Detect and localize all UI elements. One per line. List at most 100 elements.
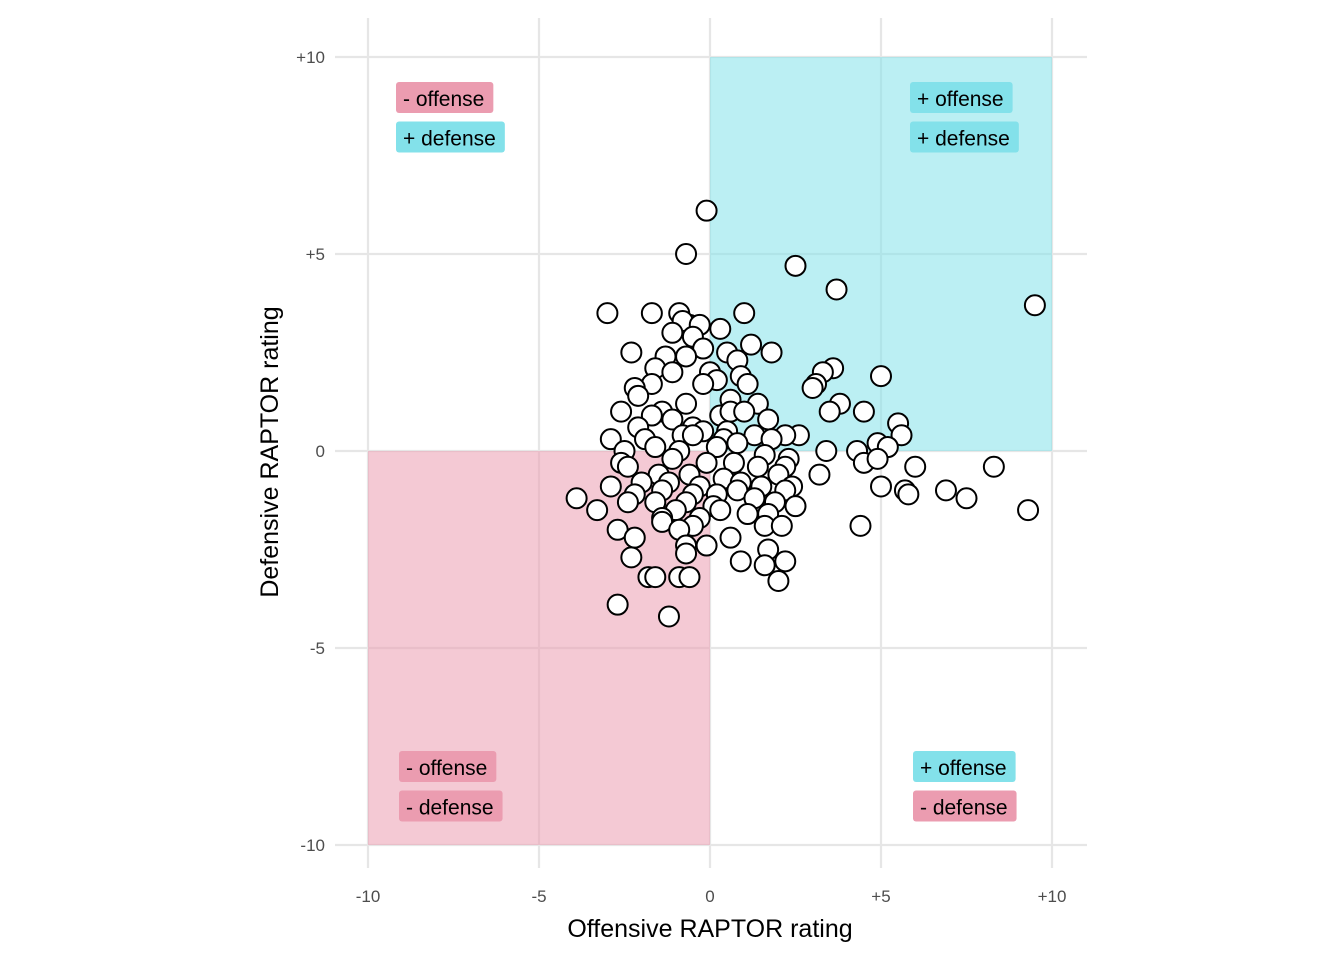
data-point (661, 447, 684, 470)
data-point (740, 333, 763, 356)
data-point (692, 373, 715, 396)
data-point (890, 424, 913, 447)
data-point (681, 424, 704, 447)
data-point (565, 487, 588, 510)
data-point (825, 278, 848, 301)
data-point (784, 254, 807, 277)
quadrant-label-box (396, 82, 494, 113)
quadrant-label-box (396, 121, 505, 153)
data-point (640, 404, 663, 427)
quadrant-label-bottom-left: - defense (399, 790, 503, 822)
data-point (733, 302, 756, 325)
data-point (733, 400, 756, 423)
quadrant-label-bottom-right: + offense (913, 751, 1016, 782)
data-point (736, 373, 759, 396)
quadrant-label-top-right: + offense (910, 82, 1013, 113)
data-point (675, 392, 698, 415)
data-point (695, 451, 718, 474)
data-point (1023, 294, 1046, 317)
positive-quadrant (710, 57, 1052, 451)
data-point (866, 447, 889, 470)
data-point (982, 455, 1005, 478)
quadrant-label-box (910, 82, 1013, 113)
data-point (818, 400, 841, 423)
data-point (640, 302, 663, 325)
y-tick-label: -5 (310, 639, 325, 658)
data-points (565, 199, 1046, 628)
data-point (610, 400, 633, 423)
data-point (760, 341, 783, 364)
data-point (606, 593, 629, 616)
data-point (801, 376, 824, 399)
quadrant-label-box (399, 751, 497, 782)
data-point (784, 495, 807, 518)
data-point (657, 605, 680, 628)
data-point (746, 455, 769, 478)
data-point (695, 534, 718, 557)
quadrant-label-text: - defense (406, 797, 494, 820)
y-axis-tick-labels: -10 -5 0 +5 +10 (296, 48, 325, 855)
x-tick-label: 0 (705, 887, 714, 906)
data-point (616, 455, 639, 478)
data-point (661, 408, 684, 431)
quadrant-label-text: - offense (406, 757, 487, 780)
x-axis-title: Offensive RAPTOR rating (567, 915, 852, 943)
data-point (620, 546, 643, 569)
data-point (661, 361, 684, 384)
x-tick-label: -5 (531, 887, 546, 906)
data-point (627, 384, 650, 407)
data-point (815, 440, 838, 462)
y-tick-label: -10 (300, 836, 325, 855)
data-point (596, 302, 619, 325)
y-tick-label: +5 (306, 245, 325, 264)
data-point (904, 455, 927, 478)
quadrant-label-bottom-right: - defense (913, 790, 1017, 822)
data-point (897, 483, 920, 506)
data-point (774, 550, 797, 573)
data-point (709, 499, 732, 522)
data-point (808, 463, 831, 486)
quadrant-label-bottom-left: - offense (399, 751, 497, 782)
data-point (767, 570, 790, 593)
data-point (599, 428, 622, 451)
x-tick-label: -10 (356, 887, 381, 906)
data-point (620, 341, 643, 364)
quadrant-label-box (910, 121, 1019, 153)
x-tick-label: +10 (1038, 887, 1067, 906)
data-point (852, 400, 875, 423)
data-point (870, 365, 892, 388)
data-point (726, 432, 749, 455)
quadrant-label-text: - offense (403, 88, 484, 111)
quadrant-labels: - offense + defense + offense + defense - of… (396, 82, 1019, 822)
data-point (616, 491, 639, 514)
data-point (675, 345, 698, 368)
data-point (644, 436, 667, 459)
data-point (709, 317, 732, 340)
data-point (729, 550, 752, 573)
data-point (678, 566, 701, 589)
quadrant-label-text: - defense (920, 797, 1008, 820)
data-point (753, 554, 776, 577)
data-point (719, 526, 742, 549)
data-point (661, 321, 684, 344)
data-point (934, 479, 957, 502)
data-point (675, 542, 698, 565)
x-tick-label: +5 (871, 887, 890, 906)
quadrant-label-box (399, 790, 503, 822)
data-point (599, 475, 622, 498)
y-axis-title: Defensive RAPTOR rating (256, 306, 284, 597)
quadrant-label-box (913, 751, 1016, 782)
quadrant-label-text: + defense (917, 128, 1010, 151)
quadrant-label-text: + offense (917, 88, 1004, 111)
quadrant-label-top-right: + defense (910, 121, 1019, 153)
data-point (705, 436, 728, 459)
quadrant-label-top-left: + defense (396, 121, 505, 153)
x-axis-tick-labels: -10 -5 0 +5 +10 (356, 887, 1067, 906)
data-point (695, 199, 718, 222)
y-tick-label: 0 (316, 442, 325, 461)
data-point (770, 514, 793, 537)
y-tick-label: +10 (296, 48, 325, 67)
data-point (1017, 499, 1040, 522)
data-point (736, 503, 759, 526)
data-point (955, 487, 978, 510)
